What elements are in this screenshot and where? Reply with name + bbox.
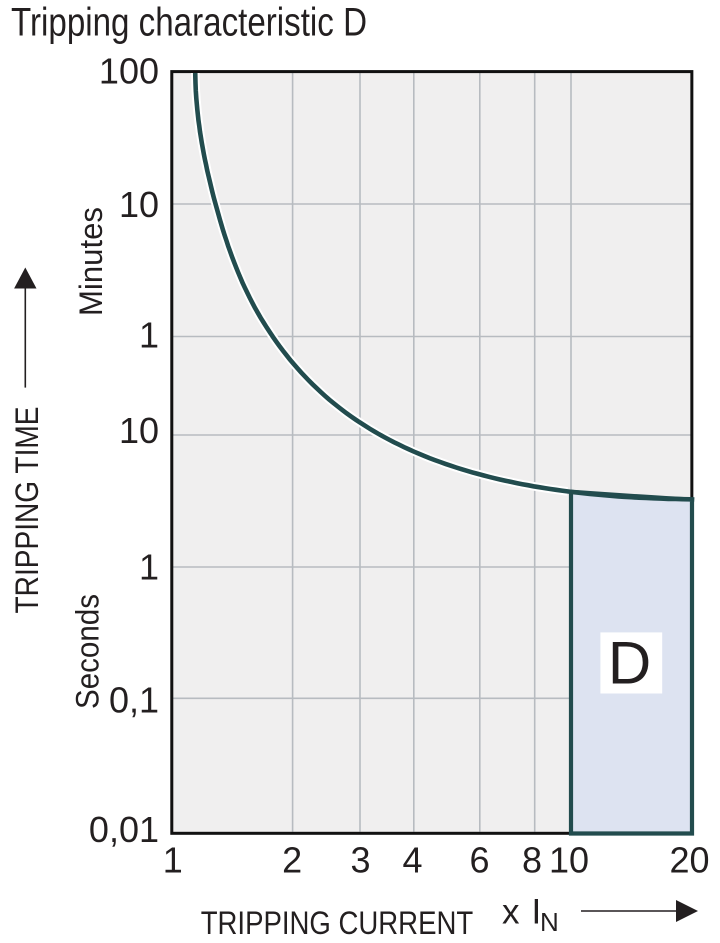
svg-text:I: I: [532, 893, 542, 932]
svg-text:100: 100: [99, 51, 159, 92]
svg-text:8: 8: [522, 840, 542, 881]
svg-text:0,1: 0,1: [109, 680, 159, 721]
svg-text:1: 1: [139, 547, 159, 588]
svg-text:1: 1: [163, 840, 183, 881]
svg-text:TRIPPING TIME: TRIPPING TIME: [9, 407, 45, 614]
svg-text:TRIPPING CURRENT: TRIPPING CURRENT: [201, 905, 474, 941]
svg-text:Seconds: Seconds: [70, 594, 106, 709]
svg-text:Tripping characteristic D: Tripping characteristic D: [11, 1, 367, 45]
svg-text:1: 1: [139, 315, 159, 356]
svg-text:D: D: [608, 630, 651, 697]
svg-text:N: N: [540, 907, 559, 937]
svg-text:0,01: 0,01: [89, 809, 159, 850]
svg-text:Minutes: Minutes: [73, 207, 109, 316]
svg-text:2: 2: [282, 840, 302, 881]
svg-text:10: 10: [119, 184, 159, 225]
svg-text:x: x: [502, 893, 520, 932]
svg-text:3: 3: [350, 840, 370, 881]
svg-text:4: 4: [402, 840, 422, 881]
svg-text:10: 10: [549, 840, 589, 881]
svg-text:20: 20: [669, 840, 709, 881]
svg-text:6: 6: [469, 840, 489, 881]
svg-text:10: 10: [119, 410, 159, 451]
